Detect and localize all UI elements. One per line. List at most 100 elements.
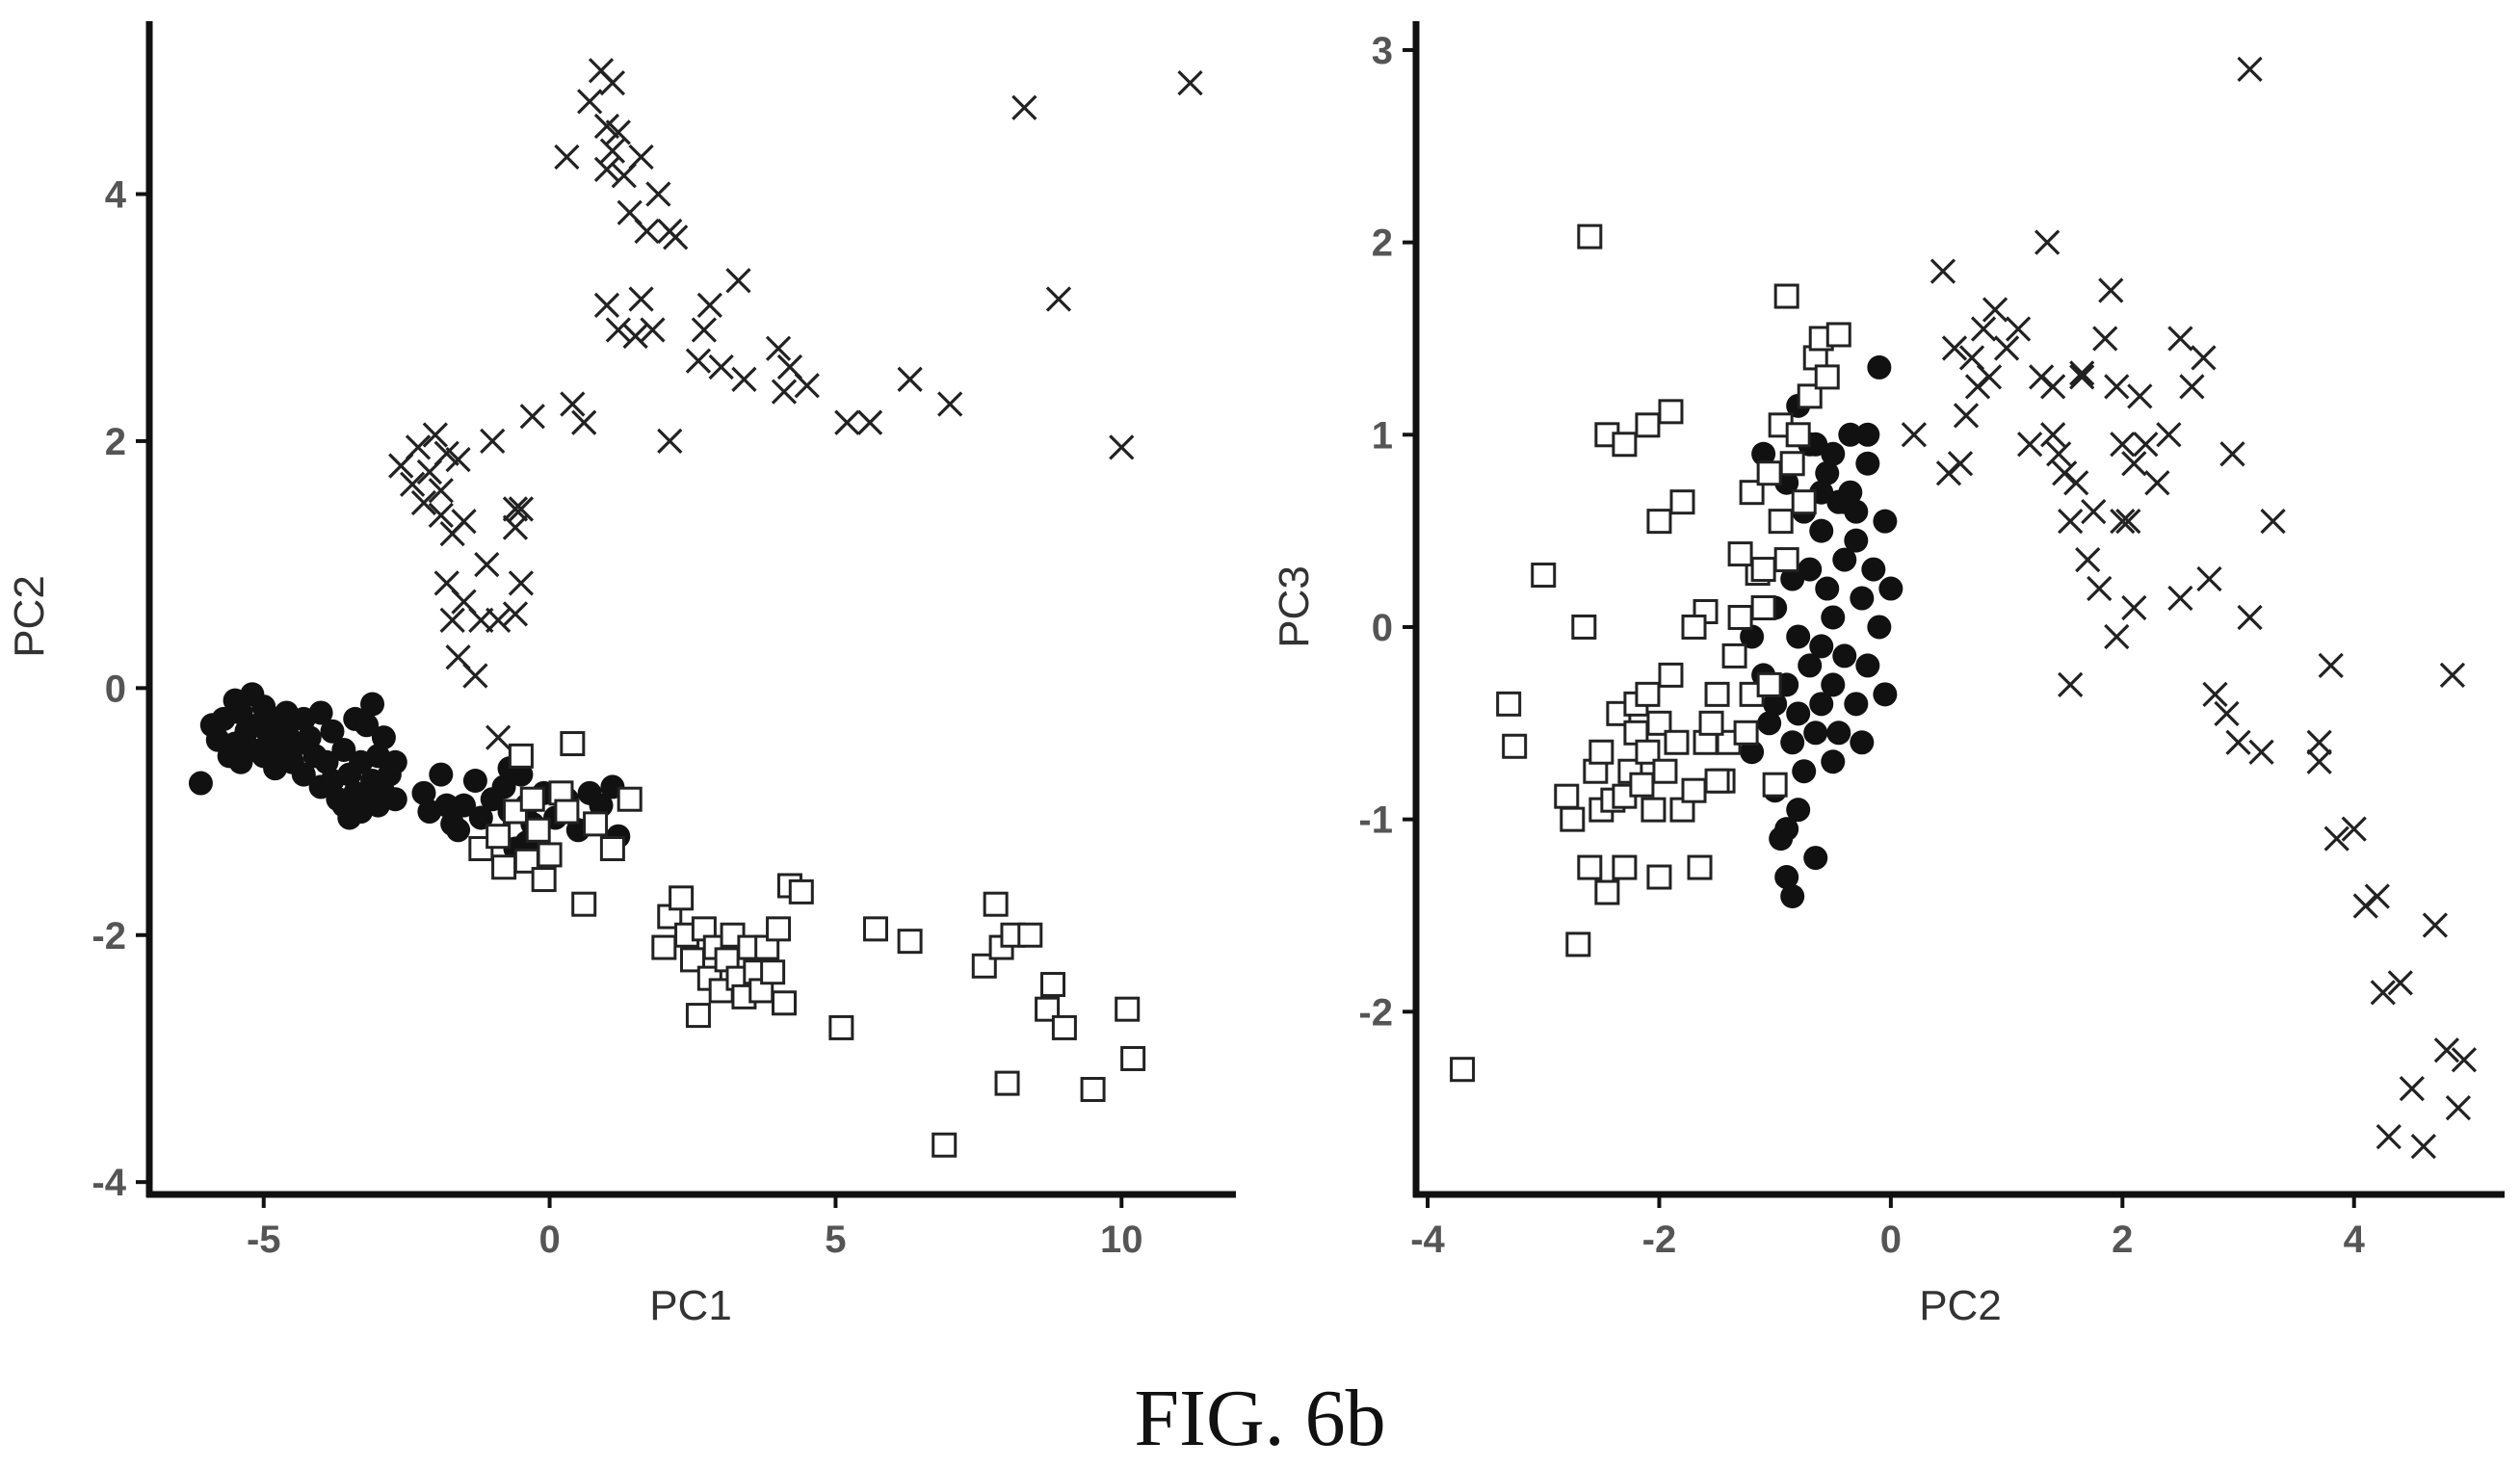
data-point-cross <box>2318 652 2344 679</box>
data-point-square <box>1646 864 1672 890</box>
data-point-square <box>1791 489 1817 515</box>
data-point-circle <box>1855 451 1880 476</box>
data-point-cross <box>439 607 465 633</box>
data-point-square <box>1565 931 1591 957</box>
data-point-square <box>1779 451 1805 477</box>
data-point-circle <box>434 793 459 818</box>
data-point-square <box>1080 1077 1106 1103</box>
data-point-cross <box>2410 1133 2436 1160</box>
y-axis-title: PC3 <box>1271 565 1318 648</box>
y-tick-label: -4 <box>92 1162 126 1204</box>
series-x <box>388 58 1203 750</box>
data-point-square <box>1612 432 1638 458</box>
data-point-square <box>583 811 609 837</box>
data-point-cross <box>856 409 883 435</box>
data-point-circle <box>462 768 487 793</box>
data-point-square <box>983 891 1009 917</box>
data-point-circle <box>1826 721 1851 746</box>
data-point-square <box>1594 879 1620 905</box>
data-point-square <box>1797 383 1823 409</box>
data-point-cross <box>2121 451 2147 477</box>
data-point-square <box>617 786 643 812</box>
data-point-cross <box>645 181 671 207</box>
data-point-square <box>760 959 786 985</box>
y-tick-label: 4 <box>105 173 127 216</box>
x-tick-label: 0 <box>1880 1219 1902 1261</box>
data-point-square <box>1681 614 1707 640</box>
data-point-cross <box>2376 1123 2402 1150</box>
data-point-square <box>537 842 563 868</box>
x-tick-label: 5 <box>825 1219 846 1261</box>
data-point-cross <box>2439 662 2466 689</box>
data-point-cross <box>2202 681 2228 707</box>
data-point-circle <box>1803 846 1828 871</box>
data-point-cross <box>1045 286 1072 312</box>
data-point-cross <box>657 428 683 455</box>
data-point-circle <box>382 787 407 812</box>
data-point-cross <box>2005 316 2032 342</box>
y-tick-label: 1 <box>1372 414 1393 457</box>
data-point-cross <box>663 224 689 250</box>
data-point-square <box>1681 777 1707 803</box>
data-point-cross <box>640 317 666 343</box>
scatter-plot-pc1-pc2: -5 0 5 10 -4 -2 0 2 4 PC1 PC2 <box>6 21 1236 1329</box>
data-point-circle <box>1798 653 1823 678</box>
data-point-cross <box>462 663 488 689</box>
data-point-cross <box>502 514 529 540</box>
data-point-cross <box>422 422 448 448</box>
data-point-circle <box>1844 528 1869 553</box>
data-point-circle <box>320 719 345 744</box>
y-tick-label: 3 <box>1372 30 1393 72</box>
data-point-square <box>599 836 625 862</box>
data-point-square <box>1502 733 1528 759</box>
data-point-square <box>1017 922 1043 948</box>
data-point-square <box>1669 489 1695 515</box>
x-tick-label: 2 <box>2112 1219 2133 1261</box>
data-point-cross <box>2225 729 2251 755</box>
data-point-square <box>1814 364 1840 390</box>
data-point-cross <box>2133 432 2159 458</box>
data-point-circle <box>1855 422 1880 447</box>
data-point-circle <box>1763 692 1788 717</box>
data-point-cross <box>2098 277 2124 303</box>
data-point-cross <box>937 391 963 417</box>
data-point-cross <box>560 391 586 417</box>
data-point-cross <box>708 354 734 380</box>
data-point-cross <box>2237 604 2263 631</box>
data-point-cross <box>405 434 432 460</box>
data-point-square <box>1646 509 1672 535</box>
data-point-square <box>1577 223 1603 249</box>
data-point-square <box>1739 480 1765 506</box>
data-point-cross <box>2451 1047 2478 1073</box>
data-point-circle <box>1832 643 1857 668</box>
data-point-circle <box>491 774 516 800</box>
data-point-circle <box>1774 817 1799 842</box>
data-point-square <box>862 916 888 942</box>
series-filled-circle <box>188 682 631 867</box>
data-point-cross <box>1929 258 1956 284</box>
data-point-square <box>1704 681 1730 707</box>
data-point-square <box>1571 614 1597 640</box>
data-point-cross <box>634 218 660 245</box>
data-point-square <box>1577 854 1603 880</box>
data-point-cross <box>1993 335 2020 361</box>
data-point-square <box>766 916 792 942</box>
data-point-square <box>1629 772 1655 798</box>
data-point-cross <box>428 478 454 504</box>
series-filled-circle <box>1740 354 1903 909</box>
data-point-square <box>1051 1014 1077 1040</box>
data-point-cross <box>502 496 529 522</box>
data-point-square <box>1704 768 1730 794</box>
data-point-circle <box>1821 749 1846 774</box>
data-point-square <box>1773 547 1799 573</box>
data-point-cross <box>2399 1076 2425 1102</box>
data-point-square <box>994 1070 1020 1096</box>
data-point-square <box>1721 642 1747 668</box>
data-point-cross <box>1011 94 1037 120</box>
data-point-circle <box>228 700 253 725</box>
data-point-cross <box>451 509 477 535</box>
x-tick-label: -4 <box>1410 1219 1445 1261</box>
data-point-cross <box>593 292 620 319</box>
data-point-cross <box>1970 316 1997 342</box>
data-point-square <box>1756 460 1782 486</box>
